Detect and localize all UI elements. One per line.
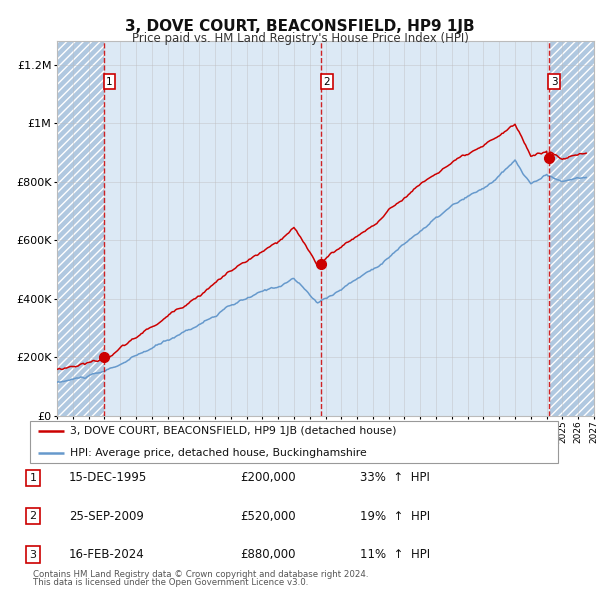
Text: Price paid vs. HM Land Registry's House Price Index (HPI): Price paid vs. HM Land Registry's House … [131, 32, 469, 45]
Text: 15-DEC-1995: 15-DEC-1995 [69, 471, 147, 484]
Text: 11%  ↑  HPI: 11% ↑ HPI [360, 548, 430, 561]
Text: This data is licensed under the Open Government Licence v3.0.: This data is licensed under the Open Gov… [33, 578, 308, 587]
Text: 19%  ↑  HPI: 19% ↑ HPI [360, 510, 430, 523]
Text: £200,000: £200,000 [240, 471, 296, 484]
Text: 25-SEP-2009: 25-SEP-2009 [69, 510, 144, 523]
Text: 3: 3 [551, 77, 557, 87]
Bar [57, 41, 104, 416]
Bar [548, 41, 594, 416]
Text: 3, DOVE COURT, BEACONSFIELD, HP9 1JB (detached house): 3, DOVE COURT, BEACONSFIELD, HP9 1JB (de… [70, 427, 396, 436]
Text: 1: 1 [106, 77, 113, 87]
Text: Contains HM Land Registry data © Crown copyright and database right 2024.: Contains HM Land Registry data © Crown c… [33, 570, 368, 579]
Text: 3: 3 [29, 550, 37, 559]
Text: £520,000: £520,000 [240, 510, 296, 523]
Text: HPI: Average price, detached house, Buckinghamshire: HPI: Average price, detached house, Buck… [70, 448, 367, 457]
Text: 2: 2 [323, 77, 330, 87]
Text: 1: 1 [29, 473, 37, 483]
Text: 33%  ↑  HPI: 33% ↑ HPI [360, 471, 430, 484]
FancyBboxPatch shape [30, 421, 558, 463]
Text: 16-FEB-2024: 16-FEB-2024 [69, 548, 145, 561]
Text: 3, DOVE COURT, BEACONSFIELD, HP9 1JB: 3, DOVE COURT, BEACONSFIELD, HP9 1JB [125, 19, 475, 34]
Text: £880,000: £880,000 [240, 548, 296, 561]
Text: 2: 2 [29, 512, 37, 521]
